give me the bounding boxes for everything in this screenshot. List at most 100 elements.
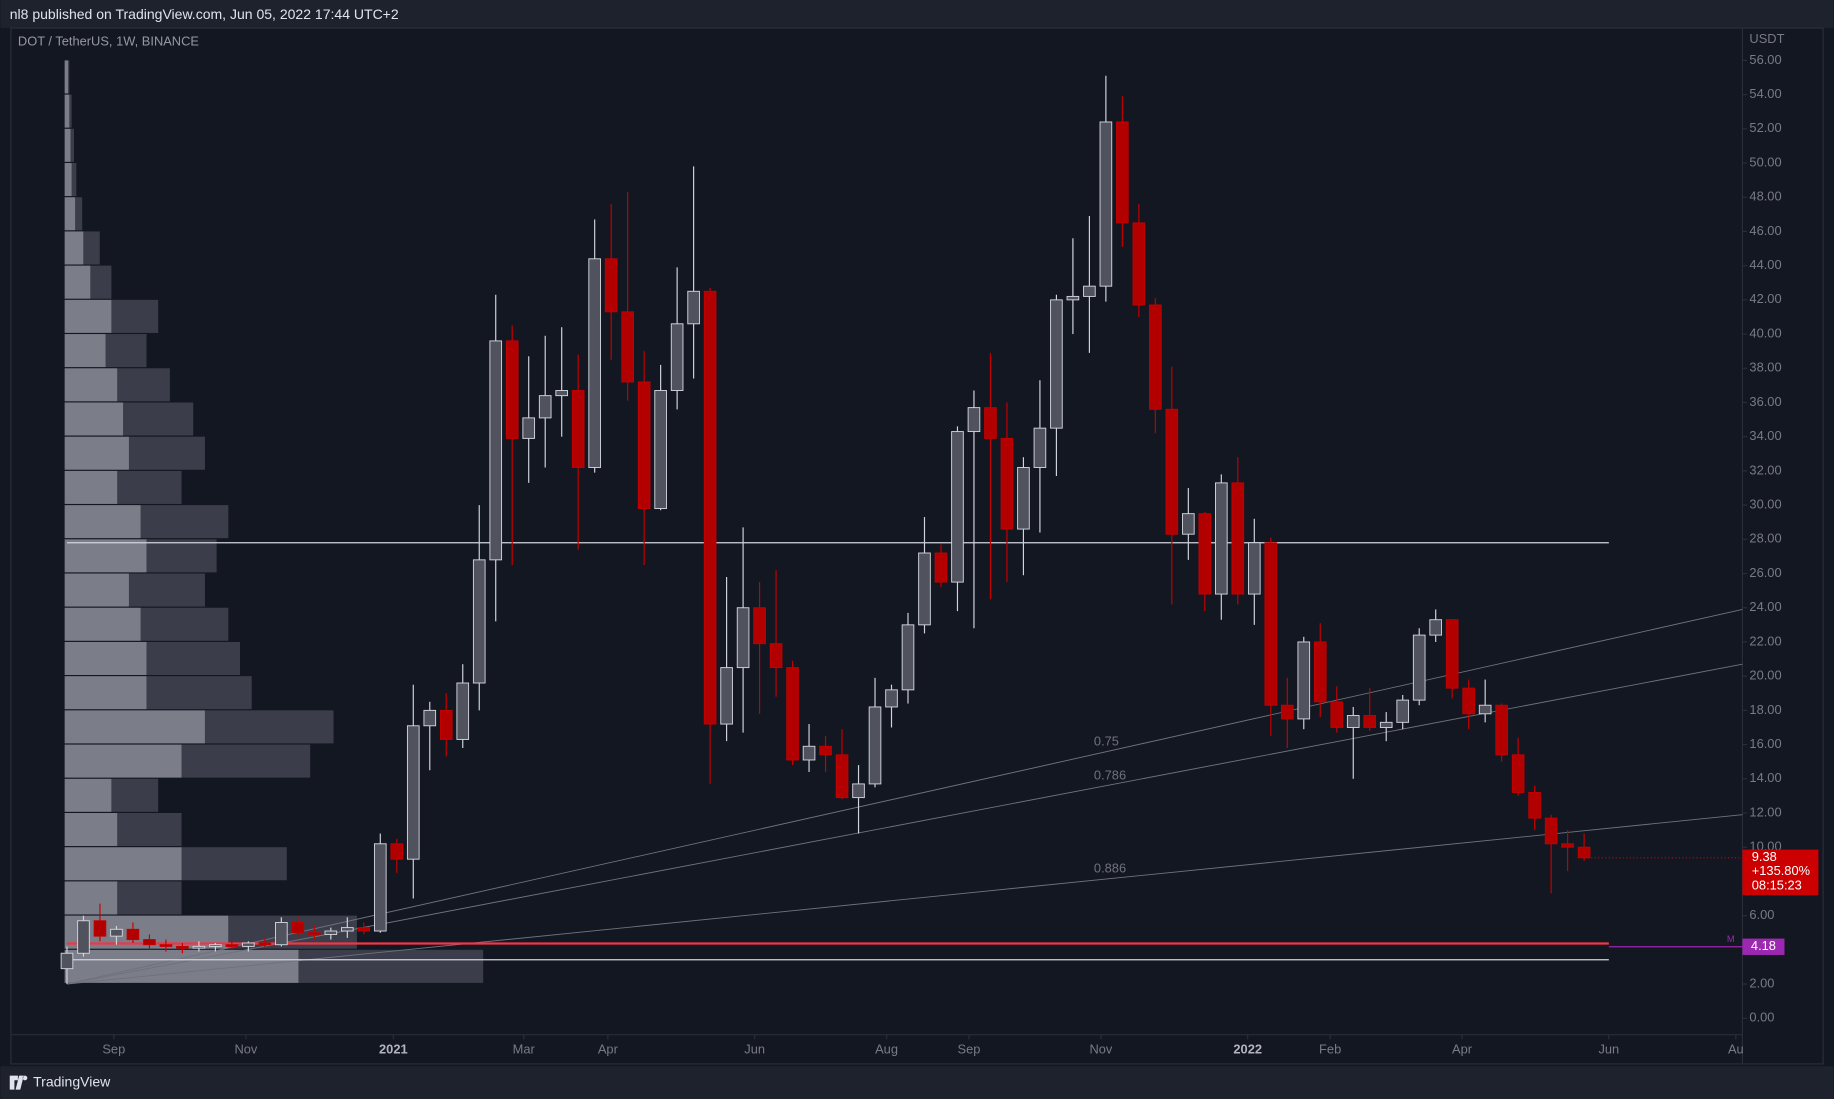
candle-body — [192, 945, 206, 949]
profile-up — [64, 676, 147, 710]
candle-body — [209, 944, 222, 947]
profile-up — [64, 607, 141, 641]
candle-body — [1462, 687, 1475, 715]
x-tick-label: Jun — [744, 1041, 765, 1056]
candle-body — [769, 643, 783, 669]
y-tick-label: 12.00 — [1749, 804, 1781, 819]
profile-down — [117, 470, 182, 504]
candle-body — [1149, 304, 1162, 410]
x-tick-label: Nov — [1089, 1041, 1112, 1056]
candle-body — [1132, 222, 1146, 306]
profile-up — [64, 334, 106, 368]
y-tick-label: 44.00 — [1749, 257, 1781, 272]
x-tick-label: Apr — [1452, 1041, 1473, 1056]
candle-body — [1198, 513, 1212, 595]
profile-down — [298, 949, 484, 983]
fan-label: 0.75 — [1094, 734, 1119, 749]
candle-body — [736, 607, 750, 669]
candle-body — [703, 290, 717, 725]
last-price-box — [1742, 849, 1819, 896]
y-tick-label: 38.00 — [1749, 360, 1781, 375]
profile-up — [64, 573, 129, 607]
candle-body — [1495, 704, 1508, 756]
candle-body — [1511, 754, 1525, 793]
candle-body — [934, 552, 948, 583]
candle-body — [1313, 641, 1327, 703]
profile-down — [90, 265, 112, 299]
candle-body — [1264, 542, 1278, 706]
y-tick-label: 34.00 — [1749, 428, 1781, 443]
profile-up — [64, 436, 129, 470]
candle-body — [93, 920, 107, 937]
profile-up — [64, 881, 118, 915]
profile-down — [70, 128, 74, 162]
y-tick-label: 22.00 — [1749, 633, 1781, 648]
y-tick-label: 54.00 — [1749, 86, 1781, 101]
candle-body — [1412, 634, 1426, 701]
candle-body — [1544, 817, 1558, 845]
fan-line — [66, 608, 1743, 985]
profile-down — [69, 94, 72, 128]
profile-up — [64, 847, 182, 881]
x-tick-label: Sep — [102, 1041, 125, 1056]
candle-body — [571, 390, 585, 468]
candle-body — [324, 930, 338, 935]
candle-body — [1429, 619, 1443, 636]
y-axis-unit: USDT — [1749, 31, 1784, 46]
candle-body — [654, 390, 667, 510]
x-tick-label: Feb — [1319, 1041, 1341, 1056]
x-tick-label: Jun — [1598, 1041, 1619, 1056]
candle-body — [1478, 704, 1492, 715]
y-tick-label: 56.00 — [1749, 52, 1781, 67]
profile-up — [64, 778, 112, 812]
candle-body — [341, 927, 354, 932]
candle-body — [1330, 701, 1344, 728]
candle-body — [242, 942, 255, 947]
candle-body — [588, 258, 601, 468]
candle-body — [143, 939, 156, 946]
candle-body — [505, 340, 519, 439]
candle-body — [77, 920, 90, 954]
x-tick-label: Mar — [513, 1041, 536, 1056]
y-tick-label: 18.00 — [1749, 702, 1781, 717]
candle-body — [1280, 704, 1294, 720]
marker-price-box — [1742, 938, 1785, 955]
candle-body — [489, 340, 503, 561]
candle-body — [60, 952, 74, 970]
profile-down — [128, 573, 205, 607]
profile-up — [64, 641, 147, 675]
y-tick-label: 46.00 — [1749, 223, 1781, 238]
profile-up — [64, 402, 124, 436]
candle-body — [456, 682, 470, 740]
y-tick-label: 48.00 — [1749, 189, 1781, 204]
candle-body — [439, 709, 453, 740]
y-tick-label: 26.00 — [1749, 565, 1781, 580]
footer-text: TradingView — [33, 1073, 111, 1089]
candle-body — [670, 323, 684, 391]
candle-body — [1363, 715, 1377, 728]
candle-body — [1165, 408, 1179, 535]
x-tick-label: Nov — [234, 1041, 257, 1056]
chart-frame — [10, 27, 1824, 1065]
y-tick-label: 30.00 — [1749, 497, 1781, 512]
candle-body — [901, 624, 915, 691]
profile-up — [64, 368, 118, 402]
candle-body — [1247, 542, 1261, 595]
y-tick-label: 40.00 — [1749, 325, 1781, 340]
candle-body — [1083, 285, 1096, 297]
profile-down — [68, 60, 70, 94]
profile-down — [117, 368, 170, 402]
profile-up — [64, 710, 205, 744]
profile-down — [181, 744, 311, 778]
candle-body — [258, 942, 272, 946]
candle-body — [1528, 792, 1541, 819]
candle-body — [802, 745, 816, 761]
candle-body — [159, 944, 173, 947]
candle-body — [637, 381, 651, 510]
candle-body — [1099, 121, 1113, 287]
candle-body — [753, 607, 766, 645]
profile-up — [64, 812, 118, 847]
profile-up — [64, 265, 91, 299]
candle-body — [1066, 295, 1080, 301]
